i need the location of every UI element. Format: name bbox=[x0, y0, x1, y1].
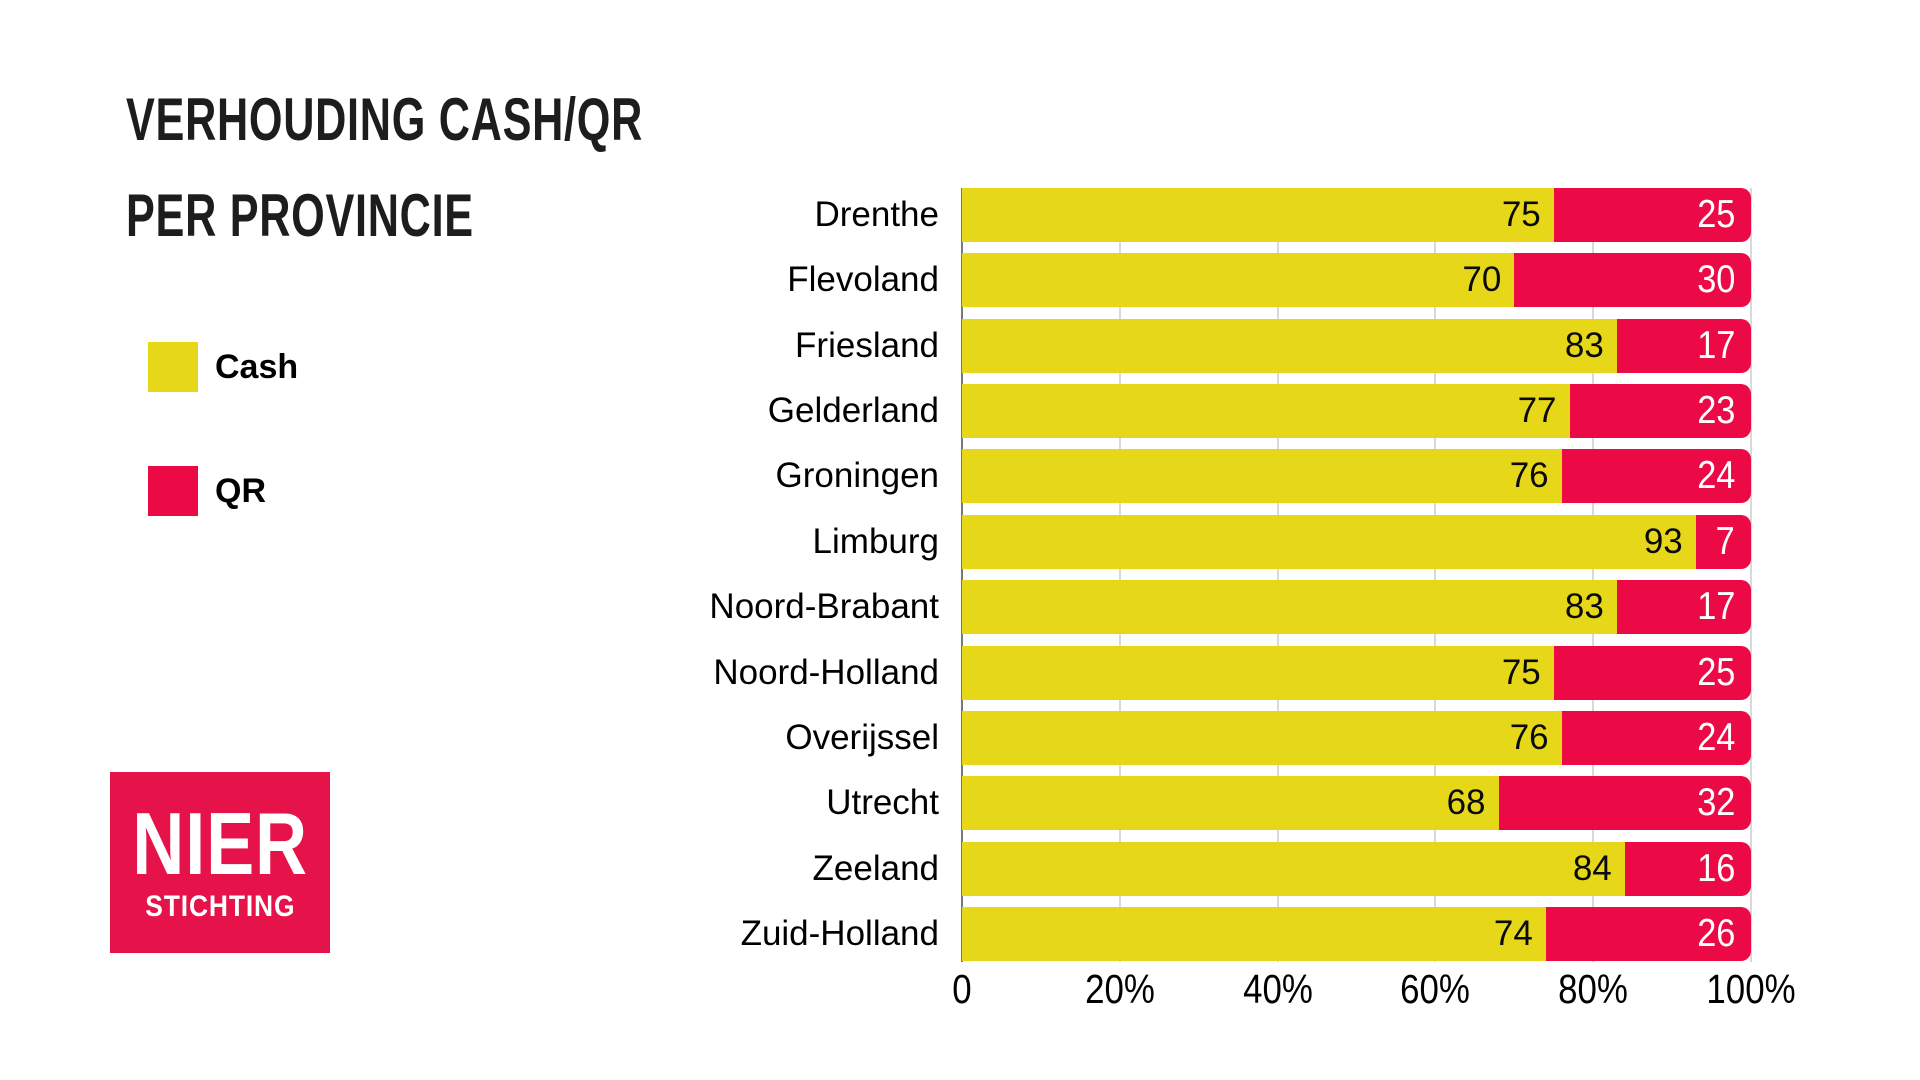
gridline-60 bbox=[1434, 188, 1437, 962]
qr-color-swatch bbox=[148, 466, 198, 516]
qr-value-zeeland: 16 bbox=[1696, 846, 1735, 890]
qr-bar-noord-brabant: 17 bbox=[1616, 580, 1751, 635]
qr-value-noord-holland: 25 bbox=[1696, 650, 1735, 694]
row-label-overijssel: Overijssel bbox=[785, 717, 939, 757]
legend-label-qr: QR bbox=[215, 471, 266, 510]
qr-value-utrecht: 32 bbox=[1696, 781, 1735, 825]
qr-bar-friesland: 17 bbox=[1616, 318, 1751, 373]
legend-label-cash: Cash bbox=[215, 347, 299, 386]
row-label-flevoland: Flevoland bbox=[787, 260, 939, 300]
axis-zero-line bbox=[961, 188, 963, 962]
cash-value-flevoland: 70 bbox=[1462, 260, 1502, 300]
qr-value-noord-brabant: 17 bbox=[1696, 585, 1735, 629]
x-axis-tick-label-100pct: 100% bbox=[1706, 966, 1796, 1012]
cash-value-limburg: 93 bbox=[1643, 521, 1683, 561]
cash-value-zuid-holland: 74 bbox=[1493, 913, 1533, 953]
cash-bar-limburg: 93 bbox=[962, 514, 1696, 569]
qr-bar-noord-holland: 25 bbox=[1553, 645, 1751, 700]
logo-text-nier: NIER bbox=[132, 793, 308, 893]
row-label-noord-brabant: Noord-Brabant bbox=[709, 587, 939, 627]
cash-bar-flevoland: 70 bbox=[962, 253, 1515, 308]
qr-bar-zeeland: 16 bbox=[1624, 841, 1751, 896]
row-label-zuid-holland: Zuid-Holland bbox=[740, 913, 939, 953]
logo-text-stichting: STICHTING bbox=[144, 889, 296, 923]
cash-value-groningen: 76 bbox=[1509, 456, 1549, 496]
gridline-100 bbox=[1750, 188, 1752, 962]
qr-bar-drenthe: 25 bbox=[1553, 188, 1751, 242]
qr-bar-groningen: 24 bbox=[1561, 449, 1751, 504]
cash-value-noord-holland: 75 bbox=[1501, 652, 1541, 692]
row-label-gelderland: Gelderland bbox=[767, 391, 939, 431]
qr-bar-gelderland: 23 bbox=[1569, 384, 1751, 439]
cash-value-noord-brabant: 83 bbox=[1564, 587, 1604, 627]
row-label-groningen: Groningen bbox=[775, 456, 939, 496]
row-label-zeeland: Zeeland bbox=[812, 848, 939, 888]
row-label-limburg: Limburg bbox=[812, 521, 939, 561]
cash-value-overijssel: 76 bbox=[1509, 717, 1549, 757]
cash-bar-noord-brabant: 83 bbox=[962, 580, 1617, 635]
row-label-drenthe: Drenthe bbox=[814, 195, 939, 234]
x-axis-tick-label-80pct: 80% bbox=[1558, 966, 1629, 1012]
gridline-80 bbox=[1592, 188, 1595, 962]
cash-bar-friesland: 83 bbox=[962, 318, 1617, 373]
qr-value-drenthe: 25 bbox=[1696, 193, 1735, 236]
qr-bar-limburg: 7 bbox=[1695, 514, 1751, 569]
x-axis-tick-label-0: 0 bbox=[952, 966, 972, 1012]
cash-value-zeeland: 84 bbox=[1572, 848, 1612, 888]
cash-color-swatch bbox=[148, 342, 198, 392]
cash-bar-drenthe: 75 bbox=[962, 188, 1554, 242]
chart-title: VERHOUDING CASH/QR PER PROVINCIE bbox=[126, 72, 643, 264]
qr-bar-flevoland: 30 bbox=[1514, 253, 1751, 308]
qr-value-gelderland: 23 bbox=[1696, 389, 1735, 433]
cash-value-utrecht: 68 bbox=[1446, 783, 1486, 823]
legend-item-cash: Cash bbox=[148, 342, 298, 392]
cash-value-friesland: 83 bbox=[1564, 325, 1604, 365]
chart-title-line2: PER PROVINCIE bbox=[126, 182, 474, 249]
row-label-utrecht: Utrecht bbox=[826, 783, 939, 823]
cash-value-drenthe: 75 bbox=[1501, 195, 1541, 234]
qr-bar-overijssel: 24 bbox=[1561, 710, 1751, 765]
cash-bar-utrecht: 68 bbox=[962, 776, 1499, 831]
qr-value-limburg: 7 bbox=[1715, 519, 1735, 563]
legend-item-qr: QR bbox=[148, 466, 266, 516]
gridline-40 bbox=[1276, 188, 1279, 962]
cash-bar-zuid-holland: 74 bbox=[962, 906, 1546, 961]
qr-value-flevoland: 30 bbox=[1696, 258, 1735, 302]
cash-bar-zeeland: 84 bbox=[962, 841, 1625, 896]
gridline-20 bbox=[1118, 188, 1121, 962]
x-axis-tick-label-20pct: 20% bbox=[1084, 966, 1155, 1012]
cash-bar-overijssel: 76 bbox=[962, 710, 1562, 765]
row-label-noord-holland: Noord-Holland bbox=[713, 652, 939, 692]
qr-bar-utrecht: 32 bbox=[1498, 776, 1751, 831]
nierstichting-logo: NIER STICHTING bbox=[110, 772, 330, 953]
qr-value-overijssel: 24 bbox=[1696, 715, 1735, 759]
qr-value-groningen: 24 bbox=[1696, 454, 1735, 498]
chart-title-line1: VERHOUDING CASH/QR bbox=[126, 86, 644, 153]
x-axis-tick-label-40pct: 40% bbox=[1242, 966, 1313, 1012]
qr-bar-zuid-holland: 26 bbox=[1545, 906, 1751, 961]
cash-bar-gelderland: 77 bbox=[962, 384, 1570, 439]
cash-value-gelderland: 77 bbox=[1517, 391, 1557, 431]
cash-bar-groningen: 76 bbox=[962, 449, 1562, 504]
qr-value-zuid-holland: 26 bbox=[1696, 911, 1735, 955]
row-label-friesland: Friesland bbox=[795, 325, 939, 365]
cash-bar-noord-holland: 75 bbox=[962, 645, 1554, 700]
qr-value-friesland: 17 bbox=[1696, 323, 1735, 367]
x-axis-tick-label-60pct: 60% bbox=[1400, 966, 1471, 1012]
